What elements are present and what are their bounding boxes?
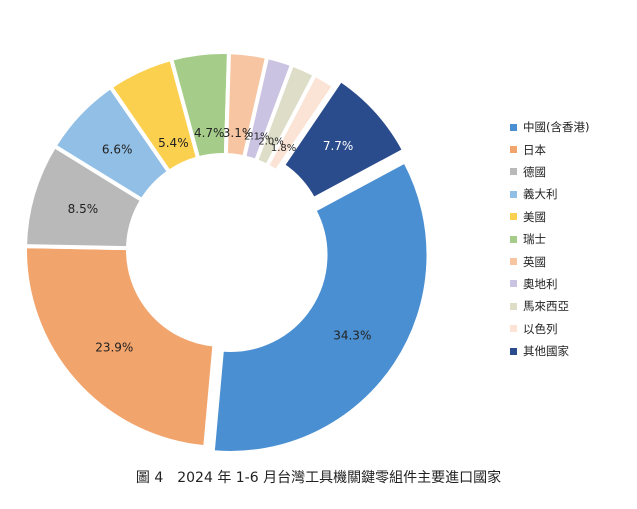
legend-swatch [510,347,517,355]
legend-swatch [510,235,517,243]
legend-swatch [510,280,517,288]
legend-label: 瑞士 [523,232,546,247]
donut-slice-9 [265,72,337,174]
legend-item: 以色列 [510,318,589,340]
slice-label-5: 4.7% [194,126,225,140]
legend-item: 德國 [510,161,589,183]
legend-label: 其他國家 [523,344,569,359]
legend-item: 其他國家 [510,340,589,362]
legend-label: 日本 [523,142,546,157]
legend-label: 德國 [523,164,546,179]
legend-item: 中國(含香港) [510,116,589,138]
slice-label-0: 34.3% [333,329,371,343]
slice-label-10: 7.7% [323,139,354,153]
slice-label-1: 23.9% [95,340,133,354]
donut-slice-0 [210,159,431,455]
donut-slice-1 [23,244,217,450]
legend-swatch [510,325,517,333]
legend-label: 義大利 [523,187,558,202]
slice-value-labels: 34.3% 23.9% 8.5% 6.6% 5.4% 4.7%3.1%2.1%2.0%1.… [68,126,372,355]
donut-slice-10 [280,78,407,202]
legend-label: 中國(含香港) [523,120,590,135]
legend-label: 奧地利 [523,276,558,291]
legend-swatch [510,302,517,310]
slice-label-3: 6.6% [102,142,133,156]
slice-label-4: 5.4% [158,136,189,150]
legend-item: 瑞士 [510,228,589,250]
legend-label: 以色列 [523,321,558,336]
legend-label: 美國 [523,209,546,224]
chart-legend: 中國(含香港) 日本德國義大利美國瑞士英國奧地利馬來西亞以色列其他國家 [510,116,589,362]
slice-label-9: 1.8% [271,143,296,154]
legend-swatch [510,123,517,131]
legend-item: 日本 [510,138,589,160]
legend-swatch [510,258,517,266]
legend-label: 英國 [523,254,546,269]
legend-item: 英國 [510,250,589,272]
legend-label: 馬來西亞 [523,299,569,314]
legend-swatch [510,146,517,154]
legend-swatch [510,168,517,176]
legend-item: 馬來西亞 [510,295,589,317]
legend-swatch [510,213,517,221]
donut-slices [23,50,431,455]
legend-item: 義大利 [510,183,589,205]
slice-label-2: 8.5% [68,202,99,216]
slice-label-8: 2.0% [258,137,283,148]
slice-label-7: 2.1% [244,131,269,142]
figure-caption: 圖 4 2024 年 1-6 月台灣工具機關鍵零組件主要進口國家 [135,470,502,486]
legend-item: 奧地利 [510,273,589,295]
legend-swatch [510,190,517,198]
slice-label-6: 3.1% [223,126,254,140]
legend-item: 美國 [510,206,589,228]
